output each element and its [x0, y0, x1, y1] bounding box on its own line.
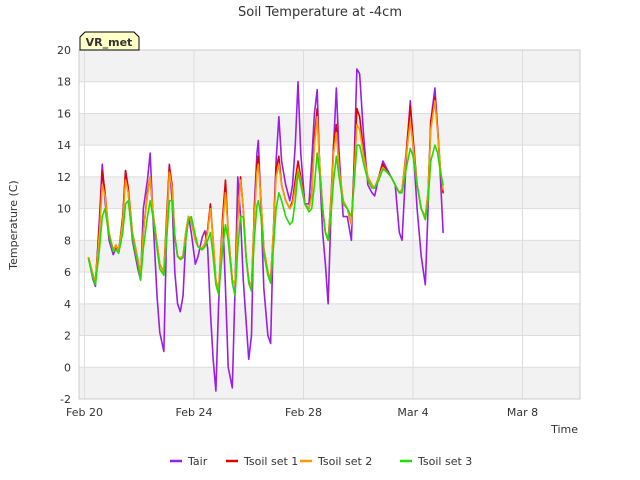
- y-tick-label: 10: [57, 203, 71, 216]
- plot-frame: [78, 49, 581, 400]
- plot-band: [79, 176, 580, 209]
- x-axis-label: Time: [550, 423, 578, 436]
- plot-bands: [79, 50, 580, 399]
- y-tick-label: 2: [64, 330, 71, 343]
- plot-band: [79, 335, 580, 368]
- series-lines: [87, 68, 444, 392]
- plot-band: [79, 145, 580, 177]
- legend-label: Tair: [187, 455, 208, 468]
- x-tick-labels: Feb 20 Feb 24 Feb 28 Mar 4 Mar 8: [66, 406, 538, 419]
- badge-shape: [79, 31, 140, 51]
- legend: Tair Tsoil set 1 Tsoil set 2 Tsoil set 3: [170, 455, 472, 468]
- station-badge: VR_met: [79, 31, 140, 51]
- legend-label: Tsoil set 2: [317, 455, 372, 468]
- y-tick-label: -2: [60, 393, 71, 406]
- y-tick-label: 18: [57, 76, 71, 89]
- badge-label: VR_met: [86, 36, 133, 49]
- x-tick-label: Feb 20: [66, 406, 103, 419]
- y-tick-label: 16: [57, 107, 71, 120]
- plot-band: [79, 367, 580, 399]
- plot-band: [79, 113, 580, 146]
- plot-band: [79, 303, 580, 336]
- plot-band: [79, 81, 580, 114]
- plot-band: [79, 50, 580, 82]
- x-tick-label: Feb 28: [285, 406, 322, 419]
- y-tick-label: 4: [64, 298, 71, 311]
- y-tick-labels: -2 0 2 4 6 8 10 12 14 16 18 20: [57, 44, 71, 406]
- x-tick-label: Mar 4: [397, 406, 428, 419]
- y-tick-label: 14: [57, 139, 71, 152]
- x-tick-label: Mar 8: [507, 406, 538, 419]
- y-tick-label: 0: [64, 361, 71, 374]
- series-line-4: [87, 144, 444, 297]
- y-tick-label: 12: [57, 171, 71, 184]
- y-tick-label: 20: [57, 44, 71, 57]
- y-axis-label: Temperature (C): [7, 180, 20, 270]
- y-tick-label: 8: [64, 234, 71, 247]
- y-tick-label: 6: [64, 266, 71, 279]
- legend-label: Tsoil set 1: [243, 455, 298, 468]
- x-tick-label: Feb 24: [175, 406, 212, 419]
- chart-title: Soil Temperature at -4cm: [238, 5, 402, 20]
- legend-label: Tsoil set 3: [417, 455, 472, 468]
